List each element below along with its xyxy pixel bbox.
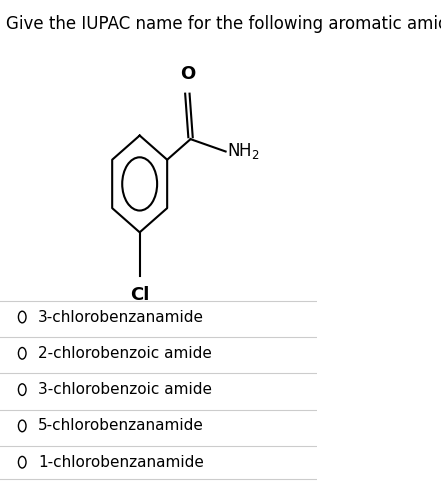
Text: 3-chlorobenzanamide: 3-chlorobenzanamide (38, 310, 204, 324)
Text: NH$_2$: NH$_2$ (227, 141, 260, 162)
Text: 5-chlorobenzanamide: 5-chlorobenzanamide (38, 419, 204, 433)
Text: O: O (180, 65, 195, 83)
Text: Give the IUPAC name for the following aromatic amide:: Give the IUPAC name for the following ar… (6, 15, 441, 32)
Text: 2-chlorobenzoic amide: 2-chlorobenzoic amide (38, 346, 212, 361)
Text: 3-chlorobenzoic amide: 3-chlorobenzoic amide (38, 382, 212, 397)
Text: 1-chlorobenzanamide: 1-chlorobenzanamide (38, 455, 204, 469)
Text: Cl: Cl (130, 286, 149, 303)
